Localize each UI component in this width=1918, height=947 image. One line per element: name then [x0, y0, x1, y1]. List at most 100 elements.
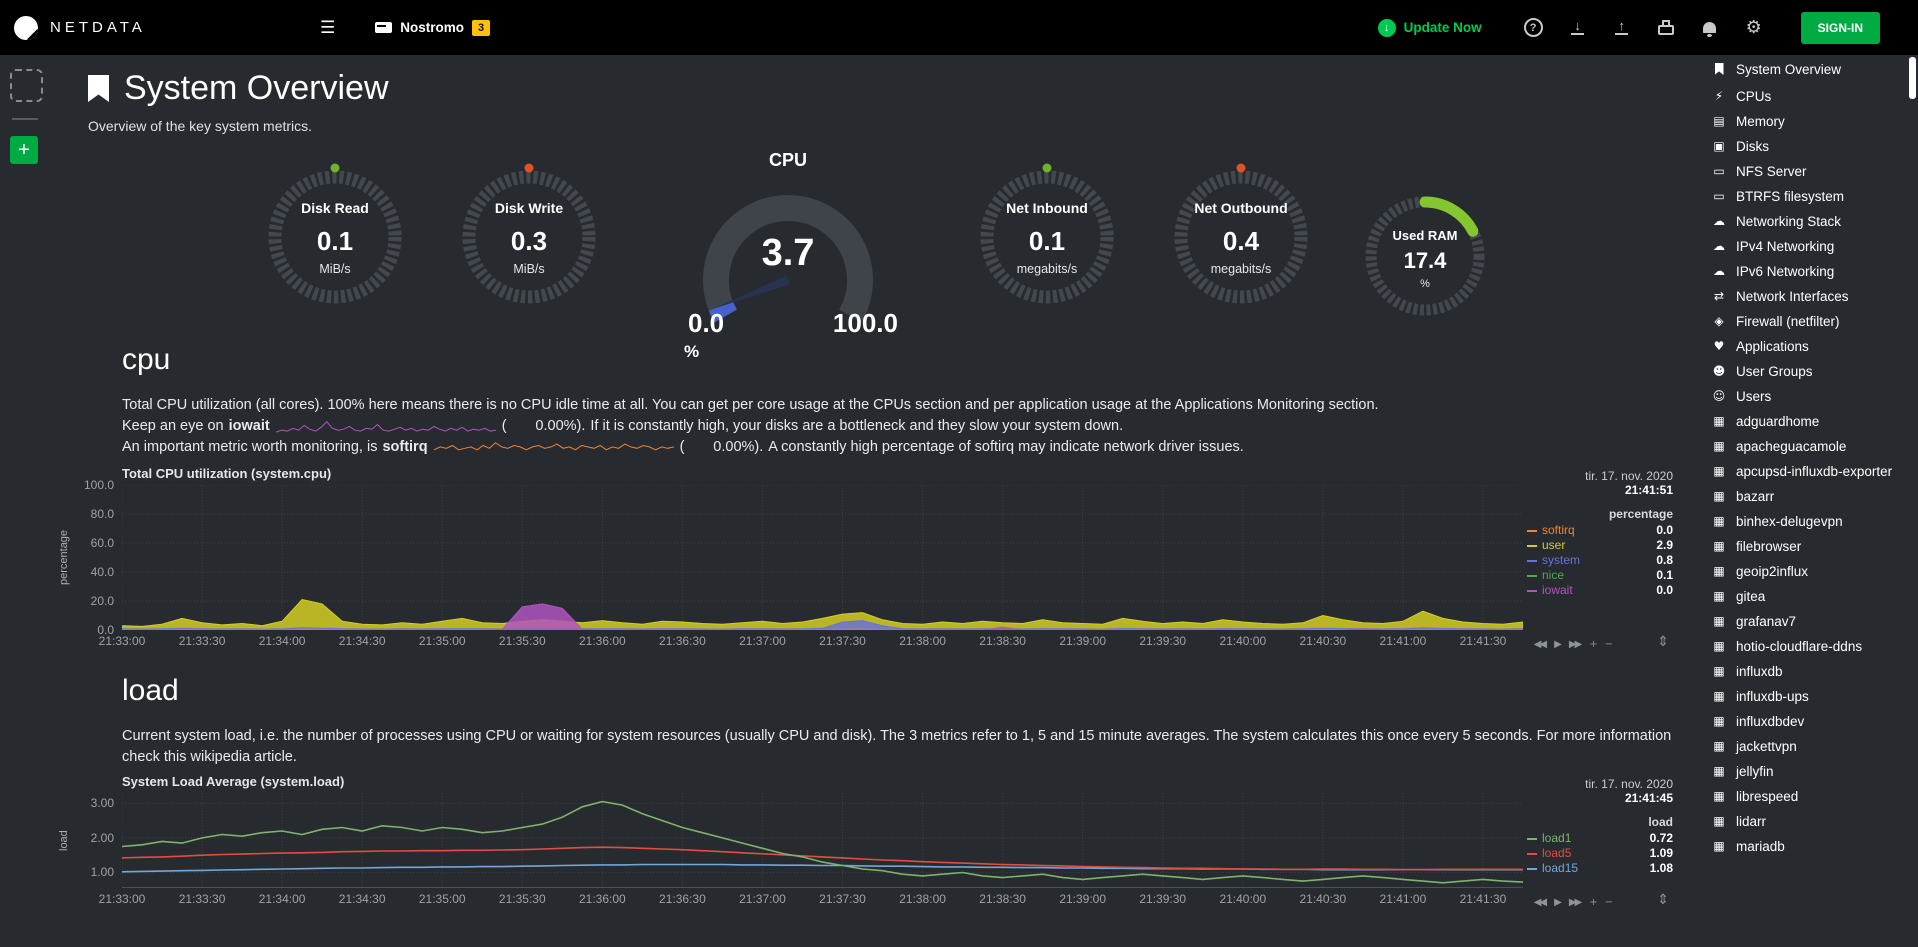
sidebar-item-gitea[interactable]: ▦ gitea: [1710, 584, 1908, 609]
resize-icon[interactable]: ⇕: [1657, 892, 1669, 908]
sidebar-item-applications[interactable]: ♥ Applications: [1710, 334, 1908, 359]
sidebar-item-lidarr[interactable]: ▦ lidarr: [1710, 809, 1908, 834]
pan-forward-icon[interactable]: ▶▶: [1568, 639, 1582, 650]
gauge-ring[interactable]: [454, 160, 604, 310]
sidebar-item-jackettvpn[interactable]: ▦ jackettvpn: [1710, 734, 1908, 759]
zoom-out-icon[interactable]: −: [1604, 897, 1614, 908]
add-button[interactable]: +: [10, 136, 38, 164]
help-icon[interactable]: ?: [1523, 18, 1543, 37]
zoom-out-icon[interactable]: −: [1604, 639, 1614, 650]
x-axis-tick: 21:35:30: [498, 634, 546, 648]
sidebar-item-bazarr[interactable]: ▦ bazarr: [1710, 484, 1908, 509]
gauge-ring[interactable]: [1166, 160, 1316, 310]
disk-write-gauge[interactable]: Disk Write 0.3 MiB/s: [444, 160, 614, 310]
cubes-icon: ▦: [1713, 514, 1725, 528]
sidebar-item-system-overview[interactable]: System Overview: [1710, 57, 1908, 84]
legend-item-load15[interactable]: load15 1.08: [1527, 861, 1673, 876]
gauge-label: Disk Read: [301, 200, 369, 216]
legend-item-nice[interactable]: nice 0.1: [1527, 568, 1673, 583]
ram-gauge-canvas[interactable]: [1355, 186, 1495, 326]
cpu-gauge[interactable]: CPU 3.7 0.0 100.0 %: [638, 150, 938, 361]
sidebar-item-users[interactable]: ☺ Users: [1710, 384, 1908, 409]
play-icon[interactable]: ▶: [1554, 639, 1562, 650]
resize-icon[interactable]: ⇕: [1657, 634, 1669, 650]
netdata-logo[interactable]: NETDATA: [14, 15, 254, 40]
sidebar-item-label: influxdbdev: [1736, 714, 1805, 729]
gauge-unit: MiB/s: [319, 262, 351, 276]
sidebar-item-label: adguardhome: [1736, 414, 1820, 429]
node-selector[interactable]: Nostromo 3: [375, 19, 491, 36]
sidebar-item-apacheguacamole[interactable]: ▦ apacheguacamole: [1710, 434, 1908, 459]
load-chart-canvas[interactable]: [122, 793, 1523, 888]
legend-item-system[interactable]: system 0.8: [1527, 553, 1673, 568]
cubes-icon: ▦: [1713, 639, 1725, 653]
sidebar-item-memory[interactable]: ▤ Memory: [1710, 109, 1908, 134]
zoom-in-icon[interactable]: +: [1589, 639, 1598, 650]
sidebar-item-apcupsd-influxdb-exporter[interactable]: ▦ apcupsd-influxdb-exporter: [1710, 459, 1908, 484]
net-inbound-gauge[interactable]: Net Inbound 0.1 megabits/s: [962, 160, 1132, 310]
alarms-bell-icon[interactable]: [1701, 22, 1719, 37]
sidebar-item-librespeed[interactable]: ▦ librespeed: [1710, 784, 1908, 809]
page-subtitle: Overview of the key system metrics.: [88, 118, 313, 134]
sidebar-item-influxdb[interactable]: ▦ influxdb: [1710, 659, 1908, 684]
softirq-keyword: softirq: [382, 439, 428, 455]
heartbeat-icon: ♥: [1713, 339, 1725, 353]
sidebar-item-label: System Overview: [1736, 62, 1842, 77]
update-now-button[interactable]: ↓ Update Now: [1377, 18, 1482, 37]
sidebar-item-geoip2influx[interactable]: ▦ geoip2influx: [1710, 559, 1908, 584]
sidebar-item-nfs-server[interactable]: ▭ NFS Server: [1710, 159, 1908, 184]
zoom-in-icon[interactable]: +: [1589, 897, 1598, 908]
sidebar-item-ipv6-networking[interactable]: ☁ IPv6 Networking: [1710, 259, 1908, 284]
sidebar-item-adguardhome[interactable]: ▦ adguardhome: [1710, 409, 1908, 434]
gauge-ring[interactable]: [260, 160, 410, 310]
export-snapshot-icon[interactable]: ↑: [1613, 19, 1631, 35]
pan-forward-icon[interactable]: ▶▶: [1568, 897, 1582, 908]
disk-read-gauge[interactable]: Disk Read 0.1 MiB/s: [250, 160, 420, 310]
play-icon[interactable]: ▶: [1554, 897, 1562, 908]
sign-in-button[interactable]: SIGN-IN: [1800, 11, 1880, 44]
legend-entries: softirq 0.0 user 2.9 system 0.8 nice 0.1 iowait 0…: [1527, 523, 1673, 598]
sidebar-item-disks[interactable]: ▣ Disks: [1710, 134, 1908, 159]
sidebar-item-label: Firewall (netfilter): [1736, 314, 1840, 329]
sidebar-item-mariadb[interactable]: ▦ mariadb: [1710, 834, 1908, 859]
legend-color-dash: [1527, 867, 1537, 870]
x-axis-tick: 21:40:00: [1219, 634, 1267, 648]
pan-backward-icon[interactable]: ◀◀: [1533, 639, 1547, 650]
highlight-tool-button[interactable]: [10, 69, 43, 102]
sidebar-item-networking-stack[interactable]: ☁ Networking Stack: [1710, 209, 1908, 234]
net-outbound-gauge[interactable]: Net Outbound 0.4 megabits/s: [1156, 160, 1326, 310]
sidebar-item-binhex-delugevpn[interactable]: ▦ binhex-delugevpn: [1710, 509, 1908, 534]
cubes-icon: ▦: [1713, 689, 1725, 703]
sidebar-item-jellyfin[interactable]: ▦ jellyfin: [1710, 759, 1908, 784]
cpu-section-heading[interactable]: cpu: [122, 343, 171, 376]
sidebar-item-hotio-cloudflare-ddns[interactable]: ▦ hotio-cloudflare-ddns: [1710, 634, 1908, 659]
sidebar-item-influxdbdev[interactable]: ▦ influxdbdev: [1710, 709, 1908, 734]
sidebar-item-grafanav7[interactable]: ▦ grafanav7: [1710, 609, 1908, 634]
sidebar-item-user-groups[interactable]: ☻ User Groups: [1710, 359, 1908, 384]
gauge-ring[interactable]: [972, 160, 1122, 310]
sidebar-item-firewall-netfilter[interactable]: ◈ Firewall (netfilter): [1710, 309, 1908, 334]
used-ram-gauge[interactable]: Used RAM 17.4 %: [1350, 186, 1500, 326]
load-section-heading[interactable]: load: [122, 674, 179, 707]
sidebar-item-ipv4-networking[interactable]: ☁ IPv4 Networking: [1710, 234, 1908, 259]
sidebar-item-filebrowser[interactable]: ▦ filebrowser: [1710, 534, 1908, 559]
gauge-label: Net Inbound: [1006, 200, 1088, 216]
legend-item-iowait[interactable]: iowait 0.0: [1527, 583, 1673, 598]
legend-item-user[interactable]: user 2.9: [1527, 538, 1673, 553]
cubes-icon: ▦: [1713, 464, 1725, 478]
scrollbar-thumb[interactable]: [1909, 57, 1916, 99]
pan-backward-icon[interactable]: ◀◀: [1533, 897, 1547, 908]
cpu-chart-canvas[interactable]: [122, 485, 1523, 630]
legend-item-softirq[interactable]: softirq 0.0: [1527, 523, 1673, 538]
sidebar-item-influxdb-ups[interactable]: ▦ influxdb-ups: [1710, 684, 1908, 709]
cpu-gauge-canvas[interactable]: [638, 172, 938, 332]
sidebar-item-btrfs-filesystem[interactable]: ▭ BTRFS filesystem: [1710, 184, 1908, 209]
settings-gear-icon[interactable]: ⚙: [1745, 17, 1762, 38]
legend-item-load5[interactable]: load5 1.09: [1527, 846, 1673, 861]
legend-item-load1[interactable]: load1 0.72: [1527, 831, 1673, 846]
menu-icon[interactable]: ☰: [320, 17, 336, 38]
print-icon[interactable]: [1657, 20, 1675, 35]
sidebar-item-cpus[interactable]: ⚡ CPUs: [1710, 84, 1908, 109]
import-snapshot-icon[interactable]: ↓: [1569, 19, 1587, 35]
sidebar-item-network-interfaces[interactable]: ⇄ Network Interfaces: [1710, 284, 1908, 309]
